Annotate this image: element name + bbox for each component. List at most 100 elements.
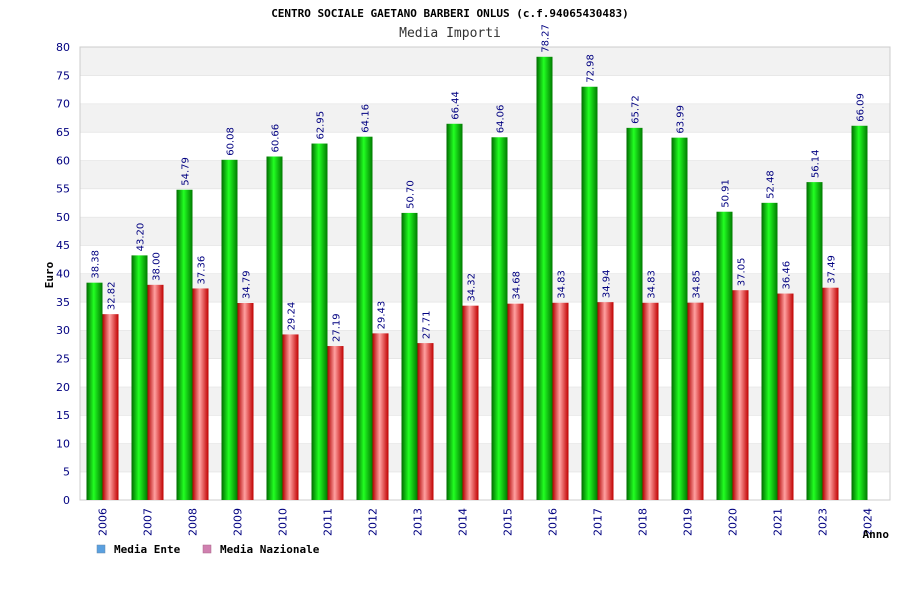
value-label-media-nazionale: 38.00 <box>152 252 163 281</box>
value-label-media-nazionale: 34.85 <box>692 270 703 299</box>
value-label-media-ente: 64.06 <box>496 105 507 134</box>
value-label-media-ente: 65.72 <box>631 95 642 124</box>
value-label-media-ente: 66.09 <box>856 93 867 122</box>
y-axis-label: Euro <box>43 261 56 288</box>
y-axis-ticks: 0 5 10 15 20 25 30 35 40 45 50 55 60 65 70 75 80 <box>56 41 70 507</box>
x-tick-label: 2014 <box>457 508 470 536</box>
value-label-media-nazionale: 27.19 <box>332 313 343 342</box>
bars: 38.38 32.82 43.20 38.00 54.79 37.36 60.08 34.79… <box>86 24 868 501</box>
legend-label-media-nazionale: Media Nazionale <box>220 543 320 556</box>
bar-media-nazionale <box>102 314 119 500</box>
grid-band <box>80 188 890 217</box>
grid-band <box>80 330 890 359</box>
x-tick-label: 2011 <box>322 508 335 536</box>
bar-media-nazionale <box>192 288 209 500</box>
value-label-media-ente: 60.66 <box>271 124 282 153</box>
y-tick-label: 50 <box>56 211 70 224</box>
grid-bands <box>80 46 890 500</box>
y-tick-label: 20 <box>56 381 70 394</box>
x-tick-label: 2010 <box>277 508 290 536</box>
x-tick-label: 2013 <box>412 508 425 536</box>
y-tick-label: 60 <box>56 154 70 167</box>
grid-band <box>80 160 890 189</box>
x-tick-label: 2012 <box>367 508 380 536</box>
chart-subtitle: Media Importi <box>399 26 501 41</box>
bar-media-nazionale <box>417 343 434 500</box>
bar-media-nazionale <box>147 284 164 500</box>
grid-band <box>80 216 890 246</box>
x-tick-label: 2020 <box>727 508 740 536</box>
bar-media-ente <box>176 189 193 500</box>
bar-media-nazionale <box>507 303 524 500</box>
bar-media-ente <box>356 136 373 500</box>
bar-media-ente <box>491 137 508 500</box>
y-tick-label: 70 <box>56 98 70 111</box>
bar-media-nazionale <box>642 302 659 500</box>
bar-media-ente <box>761 202 778 500</box>
grid-band <box>80 103 890 132</box>
bar-media-nazionale <box>822 287 839 500</box>
y-tick-label: 10 <box>56 437 70 450</box>
grid-band <box>80 75 890 104</box>
y-tick-label: 55 <box>56 183 70 196</box>
x-tick-label: 2009 <box>232 508 245 536</box>
y-tick-label: 15 <box>56 409 70 422</box>
x-tick-label: 2021 <box>772 508 785 536</box>
value-label-media-nazionale: 32.82 <box>107 282 118 311</box>
bar-media-nazionale <box>327 346 344 500</box>
grid-band <box>80 131 890 161</box>
value-label-media-nazionale: 34.32 <box>467 273 478 302</box>
value-label-media-nazionale: 37.05 <box>737 258 748 287</box>
x-axis-ticks: 2006 2007 2008 2009 2010 2011 2012 2013 2014 2015… <box>97 508 875 536</box>
legend-swatch-media-nazionale <box>202 544 212 554</box>
grid-band <box>80 415 890 444</box>
bar-media-ente <box>851 125 868 500</box>
bar-media-ente <box>806 182 823 501</box>
bar-media-ente <box>221 159 238 500</box>
grid-band <box>80 358 890 387</box>
bar-media-nazionale <box>732 290 749 500</box>
legend-swatch-media-ente <box>96 544 106 554</box>
x-tick-label: 2018 <box>637 508 650 536</box>
bar-media-ente <box>131 255 148 500</box>
value-label-media-ente: 54.79 <box>181 157 192 186</box>
x-axis-label: Anno <box>863 528 890 541</box>
grid-band <box>80 245 890 274</box>
value-label-media-nazionale: 37.49 <box>827 255 838 284</box>
x-tick-label: 2023 <box>817 508 830 536</box>
bar-media-ente <box>446 123 463 500</box>
bar-media-nazionale <box>687 302 704 500</box>
y-tick-label: 35 <box>56 296 70 309</box>
grid-band <box>80 471 890 500</box>
grid-band <box>80 386 890 416</box>
plot-frame <box>79 46 891 501</box>
bar-media-ente <box>311 143 328 500</box>
y-tick-label: 5 <box>63 466 70 479</box>
value-label-media-nazionale: 34.83 <box>557 270 568 299</box>
value-label-media-ente: 50.70 <box>406 180 417 209</box>
y-tick-label: 0 <box>63 494 70 507</box>
y-tick-label: 65 <box>56 126 70 139</box>
x-tick-label: 2024 <box>862 508 875 536</box>
bar-media-nazionale <box>552 302 569 500</box>
x-tick-label: 2007 <box>142 508 155 536</box>
grid-band <box>80 47 890 76</box>
value-label-media-ente: 62.95 <box>316 111 327 140</box>
bar-media-nazionale <box>462 305 479 500</box>
chart-title: CENTRO SOCIALE GAETANO BARBERI ONLUS (c.… <box>271 7 629 20</box>
value-label-media-ente: 52.48 <box>766 170 777 199</box>
grid-band <box>80 301 890 331</box>
y-tick-label: 75 <box>56 69 70 82</box>
value-label-media-ente: 63.99 <box>676 105 687 134</box>
value-label-media-nazionale: 34.83 <box>647 270 658 299</box>
x-tick-label: 2015 <box>502 508 515 536</box>
value-label-media-ente: 50.91 <box>721 179 732 208</box>
bar-media-ente <box>581 86 598 501</box>
bar-media-ente <box>626 127 643 500</box>
value-label-media-nazionale: 34.94 <box>602 270 613 299</box>
bar-media-nazionale <box>597 302 614 500</box>
value-label-media-ente: 72.98 <box>586 54 597 83</box>
value-label-media-nazionale: 27.71 <box>422 310 433 339</box>
y-tick-label: 40 <box>56 268 70 281</box>
